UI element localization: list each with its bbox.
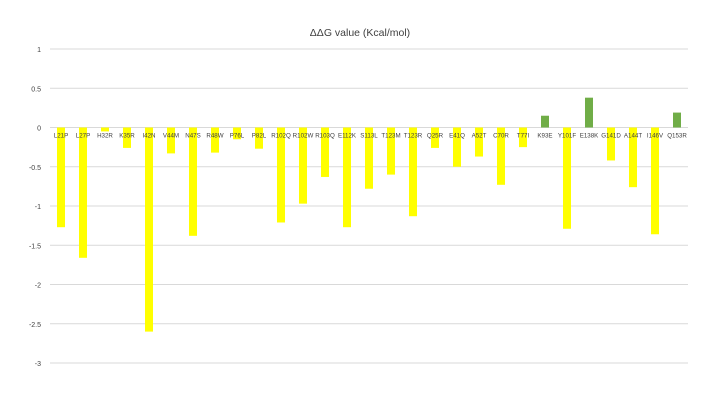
y-tick-label: -3 — [35, 361, 41, 368]
x-tick-label: L27P — [76, 133, 90, 140]
bar-C70R — [497, 127, 505, 185]
x-axis-labels: L21P L27P H32R K35R I42N V44M N47S R48W P76L P82L… — [54, 133, 688, 140]
x-tick-label: R102Q — [271, 133, 291, 140]
x-tick-label: Y101F — [558, 133, 576, 140]
bar-A144T — [629, 127, 637, 188]
bar-T123R — [409, 127, 417, 217]
y-tick-label: -2.5 — [29, 322, 41, 329]
y-tick-label: -0.5 — [29, 165, 41, 172]
bar-Y101F — [563, 127, 571, 229]
x-tick-label: N47S — [185, 133, 200, 140]
x-tick-label: S113L — [360, 133, 378, 140]
bar-R102W — [299, 127, 307, 204]
x-tick-label: E138K — [580, 133, 599, 140]
x-tick-label: K35R — [119, 133, 135, 140]
bar-L21P — [57, 127, 65, 228]
x-tick-label: R103Q — [315, 133, 335, 140]
y-tick-label: -1.5 — [29, 243, 41, 250]
y-axis-ticks: 1 0.5 0 -0.5 -1 -1.5 -2 -2.5 -3 — [29, 47, 41, 368]
bar-I146V — [651, 127, 659, 235]
chart-title: ΔΔG value (Kcal/mol) — [309, 27, 411, 39]
bar-Q153R — [673, 112, 681, 128]
x-tick-label: T123M — [381, 133, 400, 140]
x-tick-label: T77I — [517, 133, 530, 140]
bar-K35R — [123, 127, 131, 148]
bar-K93E — [541, 115, 549, 128]
x-tick-label: C70R — [493, 133, 509, 140]
bar-Q25R — [431, 127, 439, 148]
x-tick-label: V44M — [163, 133, 179, 140]
bar-L27P — [79, 127, 87, 258]
x-tick-label: A52T — [472, 133, 487, 140]
bar-T123M — [387, 127, 395, 175]
x-tick-label: E112K — [338, 133, 357, 140]
x-tick-label: T123R — [404, 133, 423, 140]
x-tick-label: G141D — [601, 133, 621, 140]
x-tick-label: A144T — [624, 133, 642, 140]
bar-P82L — [255, 127, 263, 149]
x-tick-label: Q25R — [427, 133, 444, 140]
bar-R102Q — [277, 127, 285, 223]
y-tick-label: -1 — [35, 204, 41, 211]
bar-H32R — [101, 127, 109, 132]
bar-E112K — [343, 127, 351, 228]
x-tick-label: L21P — [54, 133, 68, 140]
y-tick-label: -2 — [35, 283, 41, 290]
bar-R48W — [211, 127, 219, 153]
bar-P76L — [233, 127, 241, 140]
y-tick-label: 1 — [37, 47, 41, 54]
bar-S113L — [365, 127, 373, 189]
bar-A52T — [475, 127, 483, 157]
x-tick-label: R48W — [206, 133, 223, 140]
x-tick-label: H32R — [97, 133, 113, 140]
x-tick-label: Q153R — [667, 133, 687, 140]
x-tick-label: I146V — [647, 133, 664, 140]
bars — [57, 97, 681, 332]
x-tick-label: P82L — [252, 133, 267, 140]
bar-N47S — [189, 127, 197, 236]
bar-T77I — [519, 127, 527, 148]
bar-I42N — [145, 127, 153, 332]
y-tick-label: 0 — [37, 126, 41, 133]
x-tick-label: E41Q — [449, 133, 465, 140]
bar-E41Q — [453, 127, 461, 167]
x-tick-label: I42N — [142, 133, 155, 140]
bar-V44M — [167, 127, 175, 154]
x-tick-label: P76L — [230, 133, 245, 140]
x-tick-label: R102W — [293, 133, 314, 140]
bar-E138K — [585, 97, 593, 128]
x-tick-label: K93E — [537, 133, 552, 140]
bar-G141D — [607, 127, 615, 161]
bar-R103Q — [321, 127, 329, 177]
y-tick-label: 0.5 — [31, 86, 41, 93]
